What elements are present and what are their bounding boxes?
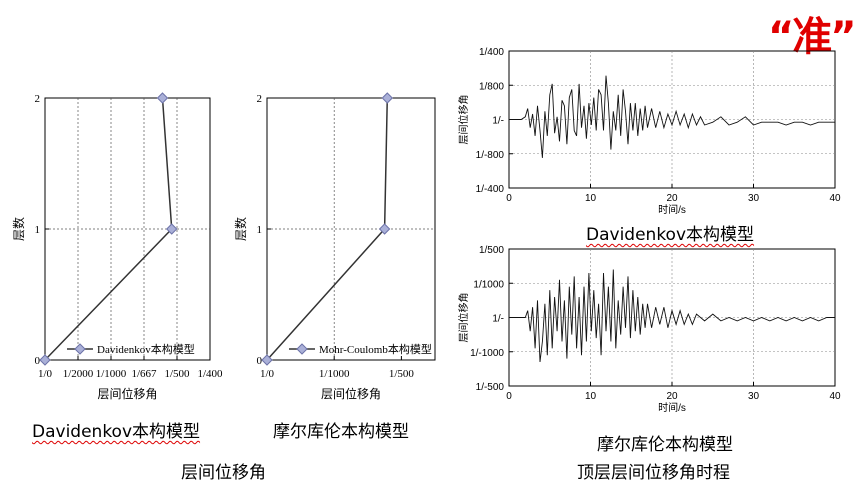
x-tick-label: 1/2000 bbox=[63, 368, 94, 380]
data-point-marker bbox=[166, 223, 178, 235]
legend-label: Mohr-Coulomb本构模型 bbox=[319, 342, 432, 356]
x-tick-label: 40 bbox=[829, 391, 841, 402]
y-tick-label: 1/-500 bbox=[476, 382, 505, 393]
data-point-marker bbox=[156, 92, 169, 104]
y-axis-label: 层间位移角 bbox=[457, 95, 470, 145]
caption-right-section: 顶层层间位移角时程 bbox=[577, 463, 730, 483]
caption-left-section: 层间位移角 bbox=[181, 463, 266, 483]
x-axis-label: 层间位移角 bbox=[97, 386, 157, 401]
y-tick-label: 1/- bbox=[492, 314, 504, 325]
y-tick-label: 2 bbox=[35, 93, 41, 105]
x-tick-label: 40 bbox=[829, 193, 841, 204]
legend-marker bbox=[74, 343, 86, 355]
data-point-marker bbox=[261, 354, 273, 366]
caption-left-model: Davidenkov本构模型 bbox=[32, 422, 201, 442]
caption-right-top-model: Davidenkov本构模型 bbox=[586, 225, 755, 245]
x-tick-label: 30 bbox=[748, 391, 760, 402]
y-tick-label: 1 bbox=[35, 224, 41, 236]
series-line bbox=[44, 97, 173, 361]
y-tick-label: 1/500 bbox=[479, 245, 504, 256]
y-axis-label: 层数 bbox=[233, 217, 248, 241]
legend-label: Davidenkov本构模型 bbox=[97, 342, 195, 356]
y-tick-label: 1/-1000 bbox=[470, 348, 504, 359]
y-tick-label: 1/400 bbox=[479, 47, 504, 58]
series-line bbox=[509, 269, 835, 363]
x-tick-label: 1/400 bbox=[197, 368, 223, 380]
x-tick-label: 1/667 bbox=[131, 368, 157, 380]
x-tick-label: 1/500 bbox=[164, 368, 190, 380]
x-tick-label: 0 bbox=[506, 193, 512, 204]
x-tick-label: 10 bbox=[585, 391, 597, 402]
y-tick-label: 1/-400 bbox=[476, 184, 505, 195]
y-tick-label: 0 bbox=[257, 355, 263, 367]
caption-right-bottom-model: 摩尔库伦本构模型 bbox=[597, 435, 733, 455]
x-tick-label: 10 bbox=[585, 193, 597, 204]
data-point-marker bbox=[381, 92, 393, 104]
stamp-text: “准” bbox=[768, 14, 857, 60]
x-tick-label: 1/1000 bbox=[96, 368, 127, 380]
x-tick-label: 1/500 bbox=[389, 368, 415, 380]
caption-mid-model: 摩尔库伦本构模型 bbox=[273, 422, 409, 442]
y-tick-label: 1 bbox=[257, 224, 263, 236]
legend-marker bbox=[296, 343, 308, 355]
x-axis-label: 层间位移角 bbox=[321, 386, 381, 401]
y-axis-label: 层间位移角 bbox=[457, 293, 470, 343]
y-tick-label: 1/800 bbox=[479, 81, 504, 92]
x-tick-label: 0 bbox=[506, 391, 512, 402]
x-tick-label: 1/0 bbox=[260, 368, 275, 380]
y-axis-label: 层数 bbox=[11, 217, 26, 241]
x-tick-label: 30 bbox=[748, 193, 760, 204]
x-axis-label: 时间/s bbox=[658, 203, 686, 216]
y-tick-label: 0 bbox=[35, 355, 41, 367]
x-axis-label: 时间/s bbox=[658, 401, 686, 414]
y-tick-label: 1/- bbox=[492, 116, 504, 127]
data-point-marker bbox=[39, 354, 51, 366]
y-tick-label: 1/-800 bbox=[476, 150, 505, 161]
data-point-marker bbox=[378, 223, 391, 235]
x-tick-label: 1/0 bbox=[38, 368, 53, 380]
y-tick-label: 1/1000 bbox=[473, 279, 504, 290]
x-tick-label: 20 bbox=[666, 391, 678, 402]
series-line bbox=[509, 75, 835, 158]
x-tick-label: 20 bbox=[666, 193, 678, 204]
y-tick-label: 2 bbox=[257, 93, 263, 105]
x-tick-label: 1/1000 bbox=[319, 368, 350, 380]
